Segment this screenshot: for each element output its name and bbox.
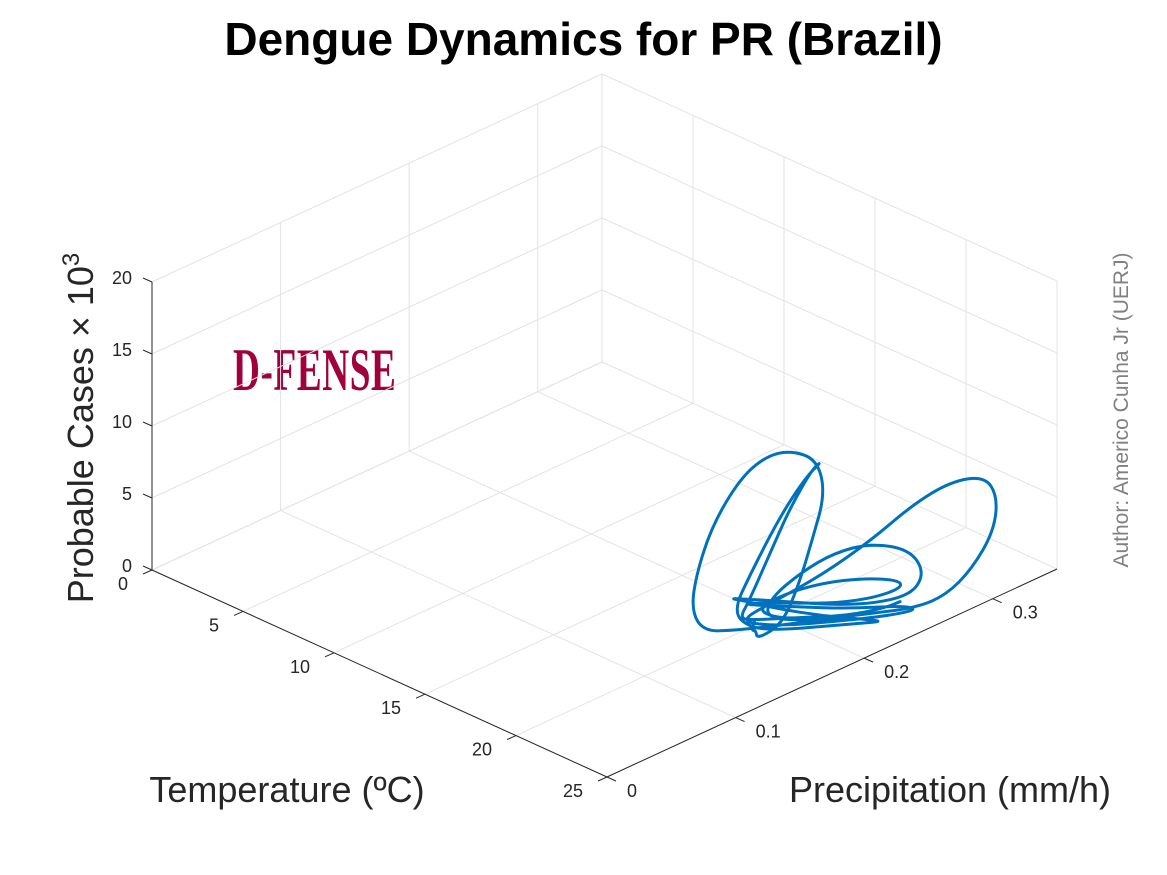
y-tick <box>606 776 617 782</box>
gridline <box>151 289 603 499</box>
z-tick <box>142 493 153 499</box>
x-tick-label: 15 <box>381 698 401 718</box>
z-axis-label: Probable Cases × 103 <box>58 253 101 604</box>
y-tick <box>863 657 874 663</box>
y-tick-label: 0.1 <box>756 722 781 742</box>
y-tick <box>992 598 1002 604</box>
z-tick-label: 20 <box>112 268 132 288</box>
series-line <box>691 450 998 638</box>
gridline <box>333 444 785 654</box>
y-tick-label: 0 <box>627 781 637 801</box>
y-axis-label: Precipitation (mm/h) <box>789 769 1111 810</box>
z-tick-label: 5 <box>122 484 132 504</box>
z-axis-label-main: Probable Cases × 10 <box>60 266 101 603</box>
gridline <box>151 361 603 571</box>
x-tick-label: 5 <box>209 615 219 635</box>
z-tick <box>142 421 153 427</box>
z-tick-label: 10 <box>112 412 132 432</box>
x-tick-label: 20 <box>472 740 492 760</box>
x-tick-label: 0 <box>118 574 128 594</box>
gridline <box>601 145 1058 354</box>
gridline <box>601 217 1058 426</box>
gridline <box>515 527 967 737</box>
y-axis-line <box>606 568 1058 778</box>
x-tick <box>506 735 517 741</box>
gridline <box>280 510 736 719</box>
x-tick <box>597 776 608 782</box>
gridline <box>151 73 603 283</box>
y-tick <box>735 717 745 723</box>
chart-axes <box>151 282 1058 778</box>
gridline <box>601 289 1058 498</box>
z-tick-label: 0 <box>122 556 132 576</box>
chart-ticks: 0 5 10 15 20 25 0 0.1 0.2 0.3 0 5 10 15 20 <box>112 268 1038 801</box>
z-tick <box>142 277 153 283</box>
gridline <box>424 485 876 695</box>
gridline <box>242 402 694 612</box>
y-tick-label: 0.3 <box>1013 603 1038 623</box>
gridline <box>151 145 603 355</box>
x-tick-label: 10 <box>290 657 310 677</box>
x-tick <box>415 693 426 699</box>
z-tick <box>142 565 153 571</box>
z-tick <box>142 349 153 355</box>
gridline <box>537 391 993 600</box>
gridline <box>601 361 1058 570</box>
x-tick <box>324 652 335 658</box>
x-tick <box>233 610 244 616</box>
z-axis-label-exponent: 3 <box>58 253 85 266</box>
y-tick-label: 0.2 <box>884 662 909 682</box>
d-fense-logo: D-FENSE <box>233 337 397 403</box>
x-axis-label: Temperature (ºC) <box>149 769 424 810</box>
chart-title: Dengue Dynamics for PR (Brazil) <box>224 13 943 65</box>
gridline <box>151 217 603 427</box>
x-tick-label: 25 <box>563 781 583 801</box>
x-axis-line <box>151 569 608 778</box>
z-tick-label: 15 <box>112 340 132 360</box>
x-tick <box>142 569 153 575</box>
gridline <box>601 73 1058 282</box>
chart-grid <box>151 73 1058 778</box>
chart-series <box>691 450 998 638</box>
